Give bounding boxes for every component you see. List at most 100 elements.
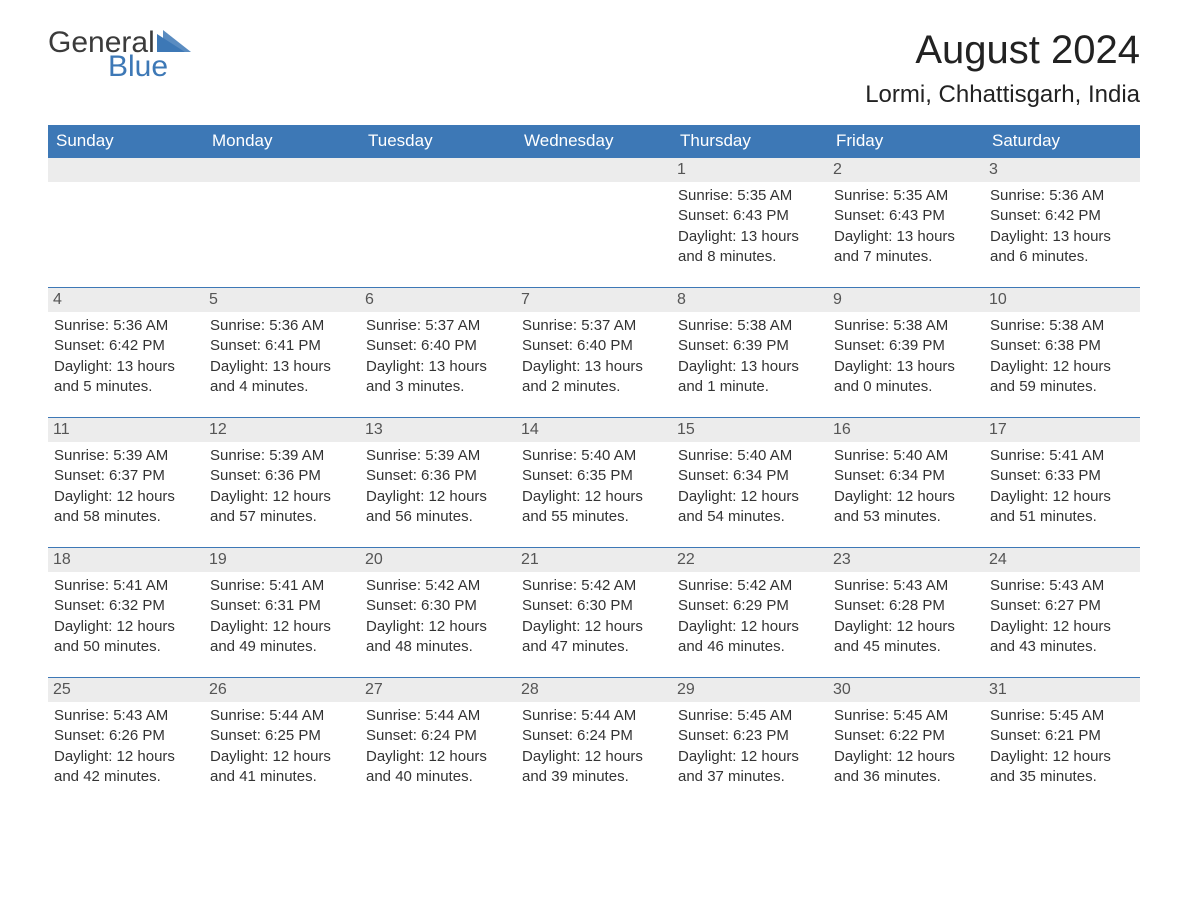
date-number: 6 [360, 287, 516, 312]
sunrise-line: Sunrise: 5:35 AM [834, 186, 978, 206]
daylight-line: Daylight: 12 hours and 48 minutes. [366, 617, 510, 658]
daylight-line: Daylight: 13 hours and 8 minutes. [678, 227, 822, 268]
sun-info: Sunrise: 5:36 AMSunset: 6:41 PMDaylight:… [210, 316, 354, 397]
sun-info: Sunrise: 5:38 AMSunset: 6:38 PMDaylight:… [990, 316, 1134, 397]
day-cell: 25Sunrise: 5:43 AMSunset: 6:26 PMDayligh… [48, 677, 204, 807]
day-cell: 9Sunrise: 5:38 AMSunset: 6:39 PMDaylight… [828, 287, 984, 417]
day-cell: 7Sunrise: 5:37 AMSunset: 6:40 PMDaylight… [516, 287, 672, 417]
sun-info: Sunrise: 5:41 AMSunset: 6:32 PMDaylight:… [54, 576, 198, 657]
sunset-line: Sunset: 6:37 PM [54, 466, 198, 486]
sunrise-line: Sunrise: 5:37 AM [522, 316, 666, 336]
daylight-line: Daylight: 13 hours and 7 minutes. [834, 227, 978, 268]
sunset-line: Sunset: 6:40 PM [366, 336, 510, 356]
daylight-line: Daylight: 12 hours and 41 minutes. [210, 747, 354, 788]
sunrise-line: Sunrise: 5:35 AM [678, 186, 822, 206]
header: General Blue August 2024 Lormi, Chhattis… [48, 28, 1140, 119]
sunset-line: Sunset: 6:28 PM [834, 596, 978, 616]
sunset-line: Sunset: 6:31 PM [210, 596, 354, 616]
sunset-line: Sunset: 6:24 PM [522, 726, 666, 746]
sunrise-line: Sunrise: 5:38 AM [678, 316, 822, 336]
date-number: 15 [672, 417, 828, 442]
daylight-line: Daylight: 12 hours and 50 minutes. [54, 617, 198, 658]
daylight-line: Daylight: 12 hours and 56 minutes. [366, 487, 510, 528]
sun-info: Sunrise: 5:42 AMSunset: 6:29 PMDaylight:… [678, 576, 822, 657]
daylight-line: Daylight: 13 hours and 5 minutes. [54, 357, 198, 398]
location-subtitle: Lormi, Chhattisgarh, India [865, 81, 1140, 109]
sunset-line: Sunset: 6:23 PM [678, 726, 822, 746]
date-number: 17 [984, 417, 1140, 442]
sun-info: Sunrise: 5:42 AMSunset: 6:30 PMDaylight:… [366, 576, 510, 657]
date-number: . [360, 157, 516, 182]
sun-info: Sunrise: 5:35 AMSunset: 6:43 PMDaylight:… [834, 186, 978, 267]
day-cell: . [516, 157, 672, 287]
daylight-line: Daylight: 13 hours and 1 minute. [678, 357, 822, 398]
sunrise-line: Sunrise: 5:42 AM [366, 576, 510, 596]
weekday-header: Sunday [48, 125, 204, 157]
date-number: 11 [48, 417, 204, 442]
date-number: 21 [516, 547, 672, 572]
sunrise-line: Sunrise: 5:41 AM [990, 446, 1134, 466]
title-block: August 2024 Lormi, Chhattisgarh, India [865, 28, 1140, 119]
daylight-line: Daylight: 12 hours and 39 minutes. [522, 747, 666, 788]
date-number: 2 [828, 157, 984, 182]
daylight-line: Daylight: 12 hours and 55 minutes. [522, 487, 666, 528]
day-cell: 16 Sunrise: 5:40 AMSunset: 6:34 PMDayligh… [828, 417, 984, 547]
daylight-line: Daylight: 12 hours and 54 minutes. [678, 487, 822, 528]
sun-info: Sunrise: 5:40 AMSunset: 6:34 PMDaylight:… [678, 446, 822, 527]
day-cell: 23Sunrise: 5:43 AMSunset: 6:28 PMDayligh… [828, 547, 984, 677]
weekday-header: Tuesday [360, 125, 516, 157]
sunrise-line: Sunrise: 5:39 AM [366, 446, 510, 466]
date-number: 10 [984, 287, 1140, 312]
day-cell: 2 Sunrise: 5:35 AMSunset: 6:43 PMDaylight… [828, 157, 984, 287]
date-number: 13 [360, 417, 516, 442]
sunrise-line: Sunrise: 5:36 AM [54, 316, 198, 336]
sun-info: Sunrise: 5:42 AMSunset: 6:30 PMDaylight:… [522, 576, 666, 657]
date-number: 29 [672, 677, 828, 702]
day-cell: . [204, 157, 360, 287]
day-cell: 5Sunrise: 5:36 AMSunset: 6:41 PMDaylight… [204, 287, 360, 417]
date-number: 12 [204, 417, 360, 442]
sunset-line: Sunset: 6:39 PM [678, 336, 822, 356]
sun-info: Sunrise: 5:44 AMSunset: 6:24 PMDaylight:… [522, 706, 666, 787]
sun-info: Sunrise: 5:37 AMSunset: 6:40 PMDaylight:… [366, 316, 510, 397]
sunrise-line: Sunrise: 5:45 AM [834, 706, 978, 726]
sun-info: Sunrise: 5:45 AMSunset: 6:22 PMDaylight:… [834, 706, 978, 787]
sun-info: Sunrise: 5:40 AMSunset: 6:34 PMDaylight:… [834, 446, 978, 527]
day-cell: 18 Sunrise: 5:41 AMSunset: 6:32 PMDayligh… [48, 547, 204, 677]
daylight-line: Daylight: 12 hours and 53 minutes. [834, 487, 978, 528]
date-number: 1 [672, 157, 828, 182]
sunset-line: Sunset: 6:36 PM [366, 466, 510, 486]
sunset-line: Sunset: 6:43 PM [834, 206, 978, 226]
weekday-header: Thursday [672, 125, 828, 157]
daylight-line: Daylight: 12 hours and 40 minutes. [366, 747, 510, 788]
day-cell: 15 Sunrise: 5:40 AMSunset: 6:34 PMDayligh… [672, 417, 828, 547]
sunrise-line: Sunrise: 5:44 AM [522, 706, 666, 726]
date-number: 16 [828, 417, 984, 442]
day-cell: 13 Sunrise: 5:39 AMSunset: 6:36 PMDayligh… [360, 417, 516, 547]
date-number: 18 [48, 547, 204, 572]
day-cell: 11 Sunrise: 5:39 AMSunset: 6:37 PMDayligh… [48, 417, 204, 547]
day-cell: 28Sunrise: 5:44 AMSunset: 6:24 PMDayligh… [516, 677, 672, 807]
day-cell: 17Sunrise: 5:41 AMSunset: 6:33 PMDayligh… [984, 417, 1140, 547]
date-number: 7 [516, 287, 672, 312]
daylight-line: Daylight: 12 hours and 59 minutes. [990, 357, 1134, 398]
sunset-line: Sunset: 6:40 PM [522, 336, 666, 356]
day-cell: 31Sunrise: 5:45 AMSunset: 6:21 PMDayligh… [984, 677, 1140, 807]
date-number: 31 [984, 677, 1140, 702]
sun-info: Sunrise: 5:43 AMSunset: 6:27 PMDaylight:… [990, 576, 1134, 657]
sunset-line: Sunset: 6:26 PM [54, 726, 198, 746]
daylight-line: Daylight: 13 hours and 3 minutes. [366, 357, 510, 398]
sunset-line: Sunset: 6:30 PM [522, 596, 666, 616]
sunrise-line: Sunrise: 5:43 AM [54, 706, 198, 726]
date-number: . [204, 157, 360, 182]
logo-text-blue: Blue [108, 52, 191, 82]
daylight-line: Daylight: 13 hours and 6 minutes. [990, 227, 1134, 268]
sunset-line: Sunset: 6:25 PM [210, 726, 354, 746]
day-cell: 14Sunrise: 5:40 AMSunset: 6:35 PMDayligh… [516, 417, 672, 547]
daylight-line: Daylight: 12 hours and 35 minutes. [990, 747, 1134, 788]
sun-info: Sunrise: 5:39 AMSunset: 6:37 PMDaylight:… [54, 446, 198, 527]
daylight-line: Daylight: 12 hours and 46 minutes. [678, 617, 822, 658]
day-cell: 27Sunrise: 5:44 AMSunset: 6:24 PMDayligh… [360, 677, 516, 807]
day-cell: 26Sunrise: 5:44 AMSunset: 6:25 PMDayligh… [204, 677, 360, 807]
sun-info: Sunrise: 5:44 AMSunset: 6:25 PMDaylight:… [210, 706, 354, 787]
